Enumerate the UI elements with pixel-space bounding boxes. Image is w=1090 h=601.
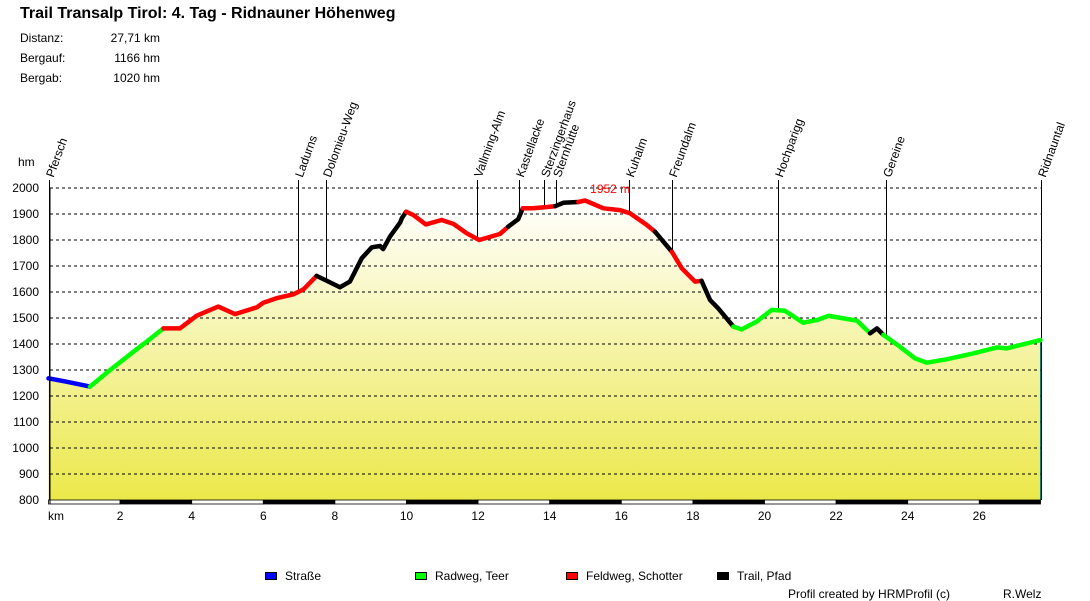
stat-label: Bergab: [20,71,63,85]
chart-title: Trail Transalp Tirol: 4. Tag - Ridnauner… [20,5,396,22]
waypoint-label: Kuhalm [623,136,650,179]
stat-descent: Bergab: 1020 hm [20,71,160,85]
profile-segment-feldweg [520,203,558,211]
y-tick-label: 1600 [12,285,39,299]
profile-area-fill [48,200,1041,500]
x-axis-scale-segment [549,499,622,505]
stat-ascent: Bergauf: 1166 hm [20,51,160,65]
legend-label: Straße [285,569,322,583]
profile-segment-feldweg [576,198,658,234]
profile-segment-radweg [731,307,873,336]
legend-item-radweg: Radweg, Teer [415,569,509,583]
legend-swatch [566,572,578,580]
x-tick-label: 6 [260,509,267,523]
waypoint-label: Vallming-Alm [471,109,508,179]
profile-segment-trail [314,209,409,290]
x-axis-scale-segment [119,499,193,505]
legend-swatch [717,572,729,580]
x-tick-label: 22 [829,509,843,523]
y-tick-label: 1900 [12,207,39,221]
y-tick-label: 1500 [12,311,39,325]
stat-value: 27,71 km [110,31,160,45]
profile-segment-feldweg [669,249,704,284]
x-tick-label: 16 [615,509,629,523]
legend-label: Radweg, Teer [435,569,509,583]
y-tick-label: 1000 [12,441,39,455]
profile-segment-trail [867,326,886,338]
x-tick-label: 8 [332,509,339,523]
x-tick-label: 4 [188,509,195,523]
x-tick-label: 2 [117,509,124,523]
waypoint-label: Gereine [880,134,908,179]
x-axis-scale-segment [692,499,765,505]
waypoint-label: Pfersch [43,136,70,179]
profile-segment-strasse [46,376,93,389]
x-tick-label: 20 [758,509,772,523]
legend-item-feldweg: Feldweg, Schotter [566,569,683,583]
profile-segment-trail [505,206,526,229]
profile-segment-trail [652,229,675,254]
x-axis-scale-segment [907,499,980,505]
footer-author: R.Welz [1003,587,1042,601]
profile-segment-radweg [881,332,1043,365]
stat-label: Distanz: [20,31,64,45]
waypoint-label: Ridnauntal [1035,120,1068,179]
waypoint-label: Freundalm [666,120,699,179]
x-tick-label: 24 [901,509,915,523]
profile-segment-feldweg [161,273,319,331]
profile-segment-trail [552,199,581,209]
x-tick-label: 26 [973,509,987,523]
stat-value: 1020 hm [113,71,160,85]
legend-label: Trail, Pfad [737,569,792,583]
x-axis-scale-segment [48,499,121,505]
x-axis-label: km [48,509,64,523]
stat-value: 1166 hm [114,51,160,65]
y-tick-label: 800 [19,493,39,507]
y-axis-label: hm [18,155,35,169]
profile-segment-radweg [87,326,166,389]
legend-item-trail: Trail, Pfad [717,569,791,583]
y-tick-label: 1700 [12,259,39,273]
legend-label: Feldweg, Schotter [586,569,683,583]
legend-swatch [415,572,427,580]
x-axis-scale-segment [764,499,837,505]
y-tick-label: 1400 [12,337,39,351]
legend-swatch [265,572,277,580]
y-tick-label: 900 [19,467,39,481]
x-axis-scale-segment [978,499,1041,505]
footer-credit: Profil created by HRMProfil (c) [788,587,951,601]
x-tick-label: 10 [400,509,414,523]
x-axis-scale-segment [191,499,264,505]
x-axis-scale-segment [477,499,551,505]
waypoint-label: Dolomieu-Weg [320,100,360,179]
peak-elevation-label: 1952 m [590,182,630,196]
y-tick-label: 2000 [12,181,39,195]
stat-label: Bergauf: [20,51,66,65]
y-tick-label: 1800 [12,233,39,247]
x-axis-scale-segment [835,499,909,505]
x-tick-label: 14 [543,509,557,523]
x-tick-label: 12 [471,509,485,523]
waypoint-label: Hochparigg [772,117,806,179]
y-tick-label: 1300 [12,363,39,377]
x-axis-scale-segment [620,499,694,505]
y-tick-label: 1200 [12,389,39,403]
x-axis-scale-segment [334,499,407,505]
stat-distance: Distanz: 27,71 km [20,31,160,45]
profile-segment-feldweg [403,209,511,243]
x-axis-scale-segment [406,499,479,505]
y-tick-label: 1100 [13,415,39,429]
x-axis-scale-segment [262,499,336,505]
x-tick-label: 18 [686,509,700,523]
profile-segment-trail [699,278,736,329]
waypoint-label: Ladurns [292,133,320,179]
legend-item-strasse: Straße [265,569,321,583]
